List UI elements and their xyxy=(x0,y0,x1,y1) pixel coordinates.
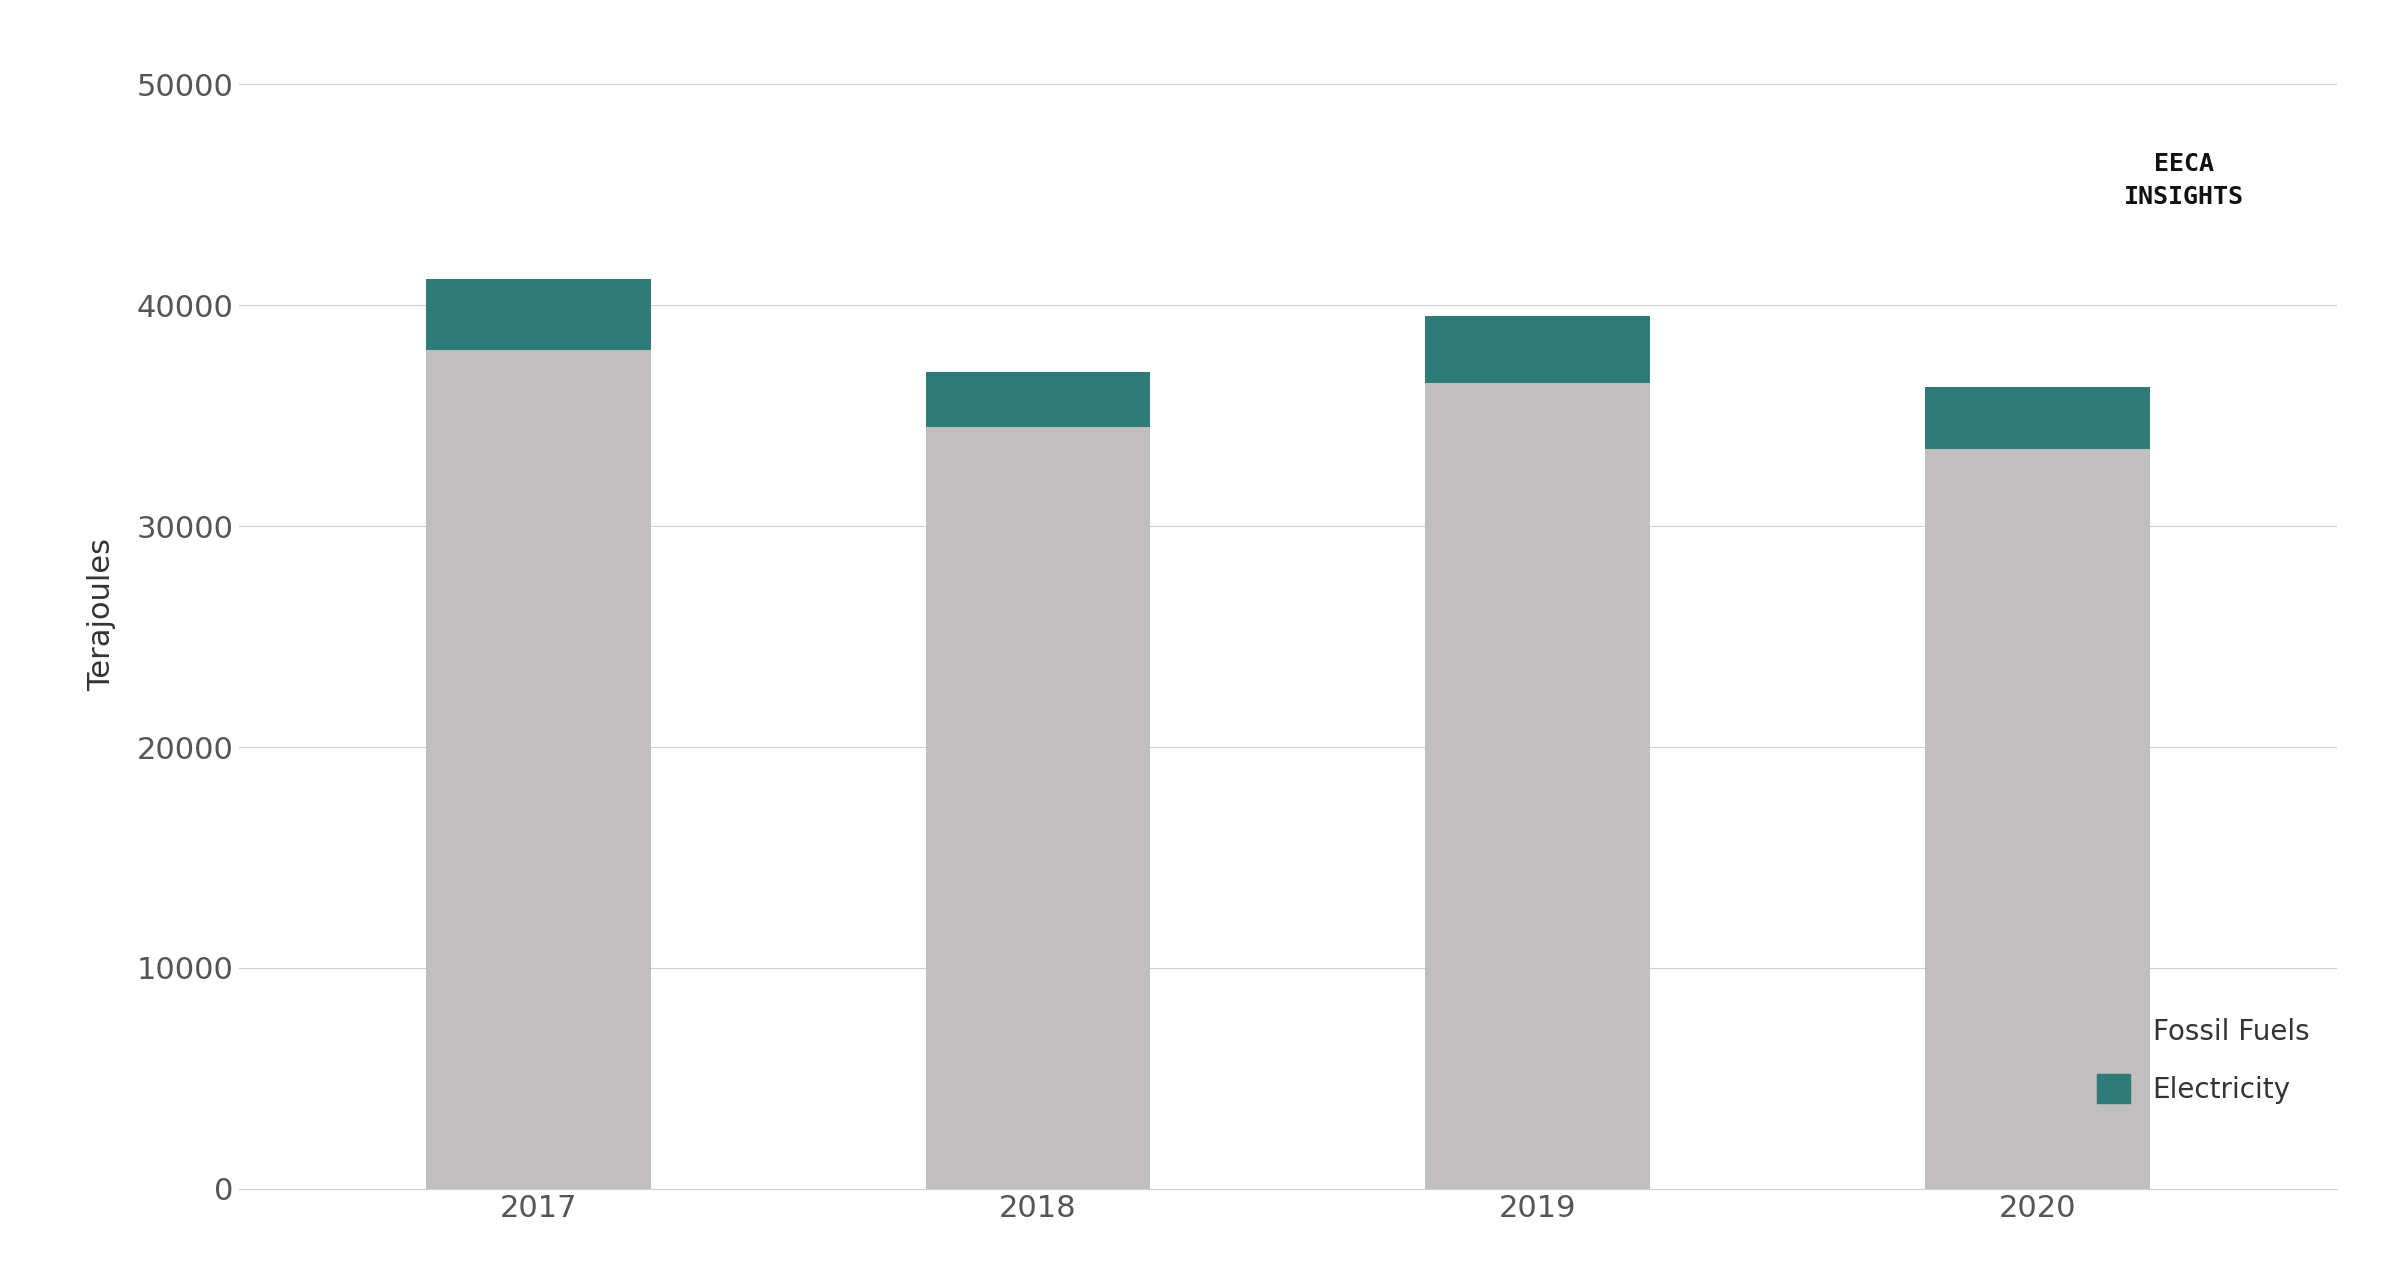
Bar xyxy=(926,427,1150,1188)
Bar xyxy=(1426,316,1651,383)
Bar xyxy=(1925,386,2150,448)
Y-axis label: Terajoules: Terajoules xyxy=(86,538,115,691)
Text: EECA
INSIGHTS: EECA INSIGHTS xyxy=(2124,152,2244,210)
Bar xyxy=(1925,448,2150,1188)
Bar xyxy=(1426,383,1651,1188)
Legend: Fossil Fuels, Electricity: Fossil Fuels, Electricity xyxy=(2083,1003,2323,1118)
Bar xyxy=(926,371,1150,427)
Bar xyxy=(427,279,650,350)
Bar xyxy=(427,350,650,1188)
